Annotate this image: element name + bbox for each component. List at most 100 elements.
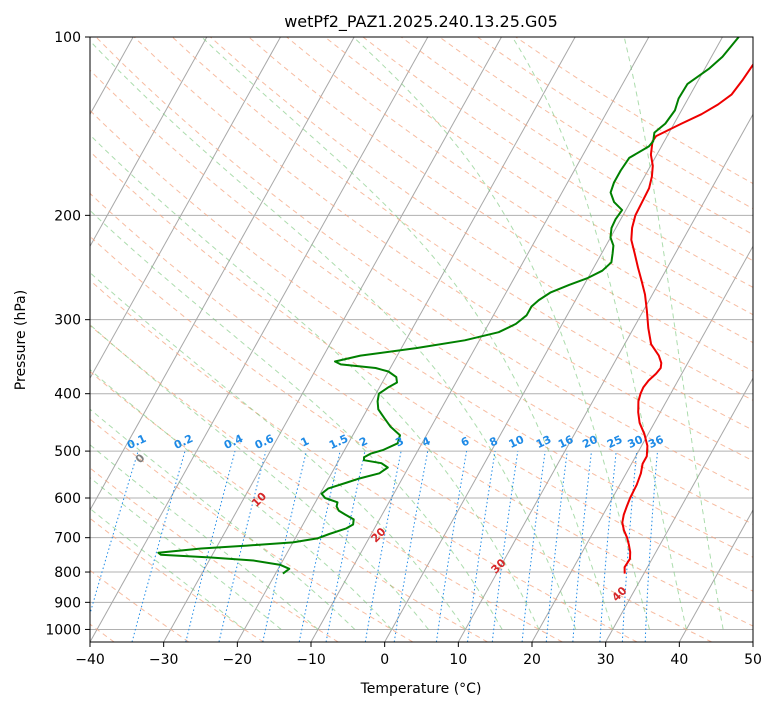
isotherm-line xyxy=(752,640,753,642)
moist-adiabat-line xyxy=(90,369,393,630)
x-tick-label: 50 xyxy=(744,652,762,668)
dry-adiabat-line xyxy=(515,37,753,185)
isotherm-line xyxy=(163,37,502,642)
dry-adiabat-line xyxy=(90,235,712,642)
mixing-ratio-label: 13 xyxy=(534,433,553,451)
moist-adiabat-line xyxy=(511,37,687,630)
isotherm-line xyxy=(90,37,208,248)
isotherm-line xyxy=(531,245,753,642)
mixing-ratio-label: 10 xyxy=(507,433,527,451)
dry-adiabat-line xyxy=(248,37,753,372)
dewpoint-line xyxy=(157,37,740,575)
dry-adiabat-line xyxy=(362,37,753,288)
isotherm-label: 20 xyxy=(369,525,389,545)
mixing-ratio-label: 30 xyxy=(626,433,646,451)
dry-adiabat-line xyxy=(439,37,753,236)
moist-adiabat-line xyxy=(90,134,540,630)
isotherm-line xyxy=(457,113,753,642)
mixing-ratio-line xyxy=(298,450,341,642)
mixing-ratio-line xyxy=(491,451,519,642)
x-tick-label: −40 xyxy=(75,652,105,668)
mixing-ratio-line xyxy=(467,451,496,642)
mixing-ratio-label: 1.5 xyxy=(327,432,350,452)
mixing-ratio-label: 2 xyxy=(357,434,369,449)
isotherm-line xyxy=(678,509,753,642)
mixing-ratio-line xyxy=(218,450,267,642)
dry-adiabat-line xyxy=(324,37,753,316)
y-tick-label: 100 xyxy=(54,30,81,46)
isotherm-line xyxy=(236,37,576,642)
isotherm-line xyxy=(0,37,59,642)
mixing-ratio-label: 25 xyxy=(605,433,624,451)
isotherm-line xyxy=(90,37,281,380)
x-tick-label: 30 xyxy=(597,652,615,668)
moist-adiabat-line xyxy=(90,324,429,630)
dry-adiabat-line xyxy=(90,569,190,642)
moist-adiabat-line xyxy=(90,476,282,630)
y-axis-label: Pressure (hPa) xyxy=(13,290,29,390)
mixing-ratio-line xyxy=(435,451,468,642)
mixing-ratio-label: 3 xyxy=(393,434,405,449)
moist-adiabat-line xyxy=(90,209,503,630)
plot-frame xyxy=(89,36,754,643)
x-tick-label: 10 xyxy=(449,652,467,668)
dry-adiabat-line xyxy=(400,37,753,262)
axis-ticks: −40 −30 −20 −10 0 10 20 30 40 5010020030040050060… xyxy=(45,30,762,668)
mixing-ratio-line xyxy=(644,451,658,642)
isotherm-label: 30 xyxy=(489,556,509,576)
temperature-line xyxy=(621,62,753,574)
x-tick-label: 40 xyxy=(670,652,688,668)
y-tick-label: 900 xyxy=(54,595,81,611)
x-tick-label: −20 xyxy=(223,652,253,668)
mixing-ratio-label: 0.4 xyxy=(222,432,245,452)
moist-adiabat-line xyxy=(353,37,650,630)
dry-adiabat-line xyxy=(95,37,753,493)
mixing-ratio-line xyxy=(90,450,139,616)
dry-adiabat-line xyxy=(90,467,339,642)
dry-adiabat-line xyxy=(133,37,753,462)
moist-adiabat-line xyxy=(90,507,245,630)
isotherm-label: 40 xyxy=(609,584,629,604)
y-tick-label: 1000 xyxy=(45,622,81,638)
x-tick-label: −10 xyxy=(296,652,326,668)
dry-adiabat-line xyxy=(286,37,753,344)
dry-adiabat-line xyxy=(90,324,563,642)
mixing-ratio-line xyxy=(521,451,546,642)
x-tick-label: −30 xyxy=(149,652,179,668)
dry-adiabat-line xyxy=(210,37,753,401)
dry-adiabat-line xyxy=(171,37,753,431)
y-tick-label: 800 xyxy=(54,565,81,581)
mixing-ratio-line xyxy=(599,451,617,642)
mixing-ratio-line xyxy=(185,450,236,642)
y-tick-label: 200 xyxy=(54,208,81,224)
dry-adiabat-line xyxy=(90,279,638,642)
isotherm-line xyxy=(90,37,355,512)
dry-adiabat-line xyxy=(90,517,264,642)
mixing-ratio-label: 4 xyxy=(420,434,433,449)
isotherm-label: 0 xyxy=(133,451,148,466)
background-lines xyxy=(0,37,753,642)
dry-adiabat-line xyxy=(90,370,488,642)
dry-adiabat-line xyxy=(90,418,414,642)
y-tick-label: 600 xyxy=(54,491,81,507)
mixing-ratio-label: 0.1 xyxy=(125,432,148,452)
mixing-ratio-line xyxy=(393,451,429,642)
moist-adiabat-line xyxy=(90,40,577,630)
y-tick-label: 400 xyxy=(54,387,81,403)
dry-adiabat-line xyxy=(90,109,753,558)
mixing-ratio-label: 36 xyxy=(646,433,666,451)
dry-adiabat-line xyxy=(90,150,753,592)
isotherm-line xyxy=(605,377,753,642)
x-axis-label: Temperature (°C) xyxy=(360,681,482,697)
series-layer xyxy=(157,37,753,575)
mixing-ratio-line xyxy=(545,451,568,642)
moist-adiabat-line xyxy=(90,444,319,630)
mixing-ratio-line xyxy=(325,450,366,642)
chart-title: wetPf2_PAZ1.2025.240.13.25.G05 xyxy=(284,12,558,32)
mixing-ratio-label: 6 xyxy=(459,434,472,449)
mixing-ratio-label: 0.6 xyxy=(253,432,276,452)
moist-adiabat-line xyxy=(623,37,724,630)
x-tick-label: 0 xyxy=(380,652,389,668)
